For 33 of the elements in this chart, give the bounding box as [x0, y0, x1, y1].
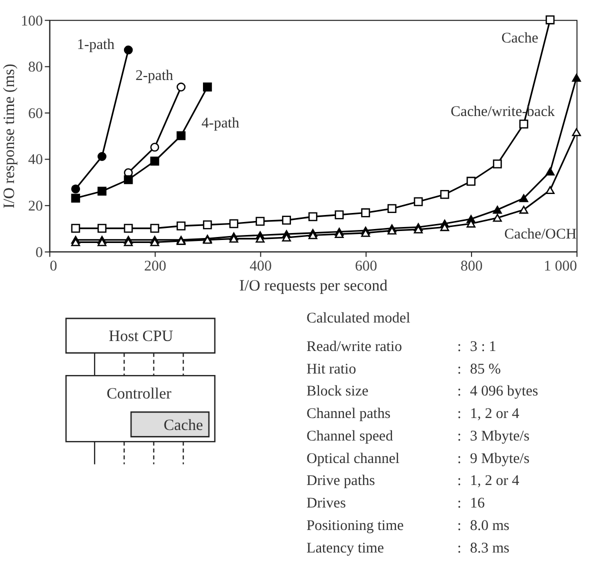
text: Host CPU [108, 328, 174, 346]
text: Calculated model [306, 310, 410, 326]
y-tick-label: 40 [28, 152, 43, 168]
series-label: Cache/OCH [504, 226, 577, 243]
text: Optical channel : 9 Mbyte/s [306, 450, 530, 467]
series-label: Cache [501, 30, 539, 47]
y-tick-label: 20 [28, 198, 43, 215]
text: Hit ratio : 85 % [306, 361, 501, 378]
text: Channel paths : 1, 2 or 4 [306, 406, 520, 422]
series-label: 1-path [76, 36, 116, 53]
y-tick-label: 0 [35, 244, 43, 261]
x-tick-label: 600 [355, 258, 378, 275]
text: Read/write ratio : 3 : 1 [306, 338, 496, 355]
text: Block size : 4 096 bytes [306, 384, 538, 400]
text: Drive paths : 1, 2 or 4 [306, 473, 520, 490]
text: Cache [164, 416, 203, 434]
x-tick-label: 800 [460, 258, 483, 275]
text: Positioning time : 8.0 ms [306, 518, 510, 534]
text: Drives : 16 [306, 496, 485, 512]
y-axis-title: I/O response time (ms) [0, 64, 18, 209]
series-label: 2-path [135, 68, 174, 84]
text: Channel speed : 3 Mbyte/s [306, 428, 530, 444]
x-tick-label: 400 [250, 258, 272, 275]
y-tick-label: 80 [28, 60, 43, 76]
series-label: 4-path [202, 115, 240, 132]
text: Latency time : 8.3 ms [306, 540, 510, 556]
x-axis-title: I/O requests per second [239, 277, 388, 294]
y-tick-label: 100 [20, 13, 43, 30]
x-tick-label: 1 000 [544, 258, 577, 275]
y-tick-label: 60 [28, 106, 43, 122]
text: Controller [106, 385, 172, 402]
x-tick-label: 200 [144, 258, 166, 275]
x-tick-label: 0 [50, 258, 58, 275]
